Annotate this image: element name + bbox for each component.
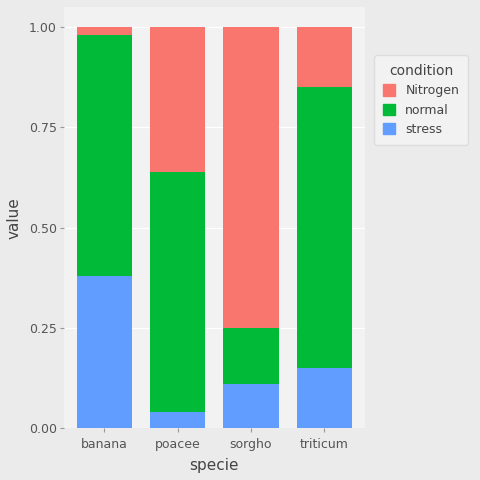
Bar <box>77 27 132 35</box>
Bar <box>297 368 352 428</box>
Bar <box>224 27 278 328</box>
Bar <box>77 276 132 428</box>
Bar <box>224 384 278 428</box>
Legend: Nitrogen, normal, stress: Nitrogen, normal, stress <box>374 55 468 144</box>
Bar <box>77 35 132 276</box>
Bar <box>224 328 278 384</box>
Bar <box>150 412 205 428</box>
Bar <box>150 171 205 412</box>
Y-axis label: value: value <box>7 197 22 239</box>
X-axis label: specie: specie <box>190 458 239 473</box>
Bar <box>297 87 352 368</box>
Bar <box>150 27 205 171</box>
Bar <box>297 27 352 87</box>
